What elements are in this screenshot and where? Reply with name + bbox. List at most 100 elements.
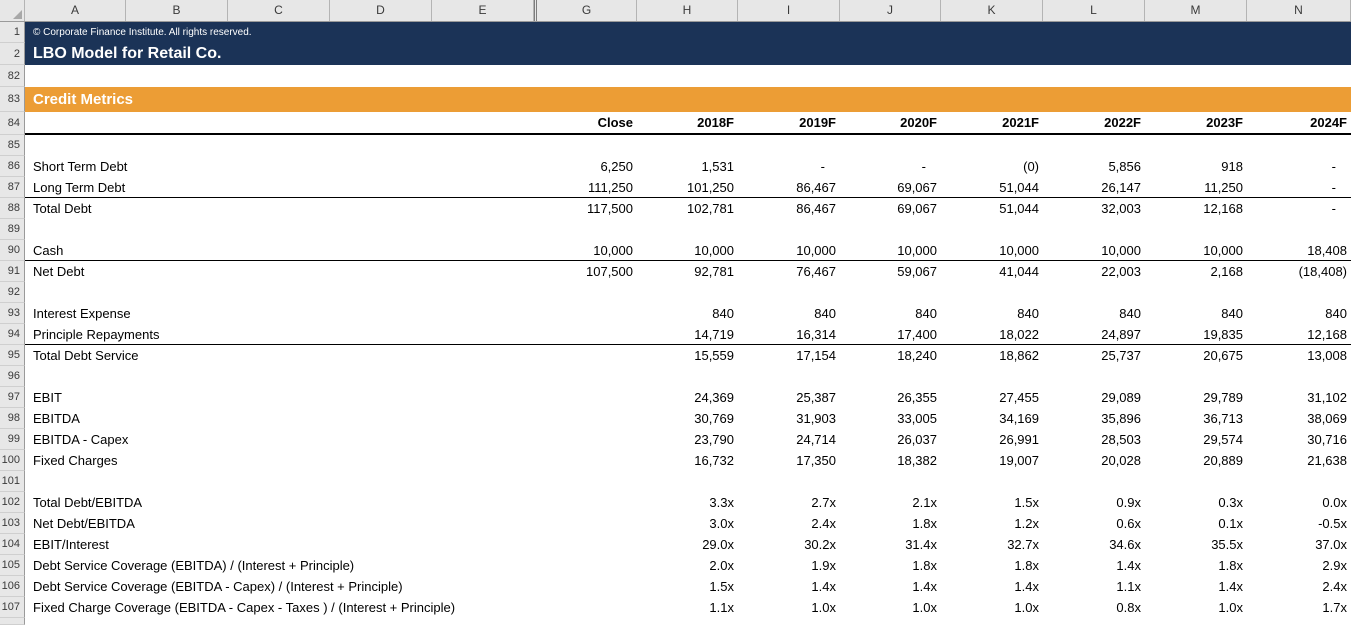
cell-L100[interactable]: 20,028	[1101, 453, 1141, 468]
row-header[interactable]: 95	[0, 345, 25, 366]
cell-G97[interactable]	[537, 387, 637, 408]
cell-J99[interactable]: 26,037	[897, 432, 937, 447]
row-header[interactable]: 2	[0, 43, 25, 65]
row-header[interactable]: 102	[0, 492, 25, 513]
cell-H104[interactable]: 29.0x	[702, 537, 734, 552]
row-cells[interactable]: EBIT/Interest 29.0x 30.2x 31.4x 32.7x 34.6x 35…	[25, 534, 1351, 555]
row-header[interactable]: 89	[0, 219, 25, 240]
cell-M95[interactable]: 20,675	[1203, 348, 1243, 363]
row-cells[interactable]	[25, 471, 1351, 492]
cell-H105[interactable]: 2.0x	[709, 558, 734, 573]
cell-K106[interactable]: 1.4x	[1014, 579, 1039, 594]
row-header[interactable]: 96	[0, 366, 25, 387]
cell-K87[interactable]: 51,044	[999, 179, 1039, 195]
cell-A106[interactable]: Debt Service Coverage (EBITDA - Capex) /…	[33, 579, 403, 594]
cell-A105[interactable]: Debt Service Coverage (EBITDA) / (Intere…	[33, 558, 355, 573]
row-header[interactable]: 106	[0, 576, 25, 597]
cell-A84[interactable]	[25, 112, 537, 133]
cell-L99[interactable]: 28,503	[1101, 432, 1141, 447]
cell-M97[interactable]: 29,789	[1203, 390, 1243, 405]
row-cells[interactable]: Credit Metrics	[25, 87, 1351, 112]
row-header[interactable]: 93	[0, 303, 25, 324]
cell-I93[interactable]: 840	[814, 306, 836, 321]
cell-I88[interactable]: 86,467	[796, 201, 836, 216]
row-cells[interactable]: Close 2018F 2019F 2020F 2021F 2022F 2023F 2024F	[25, 112, 1351, 135]
cell-G104[interactable]	[537, 534, 637, 555]
row-header[interactable]: 87	[0, 177, 25, 198]
cell-K103[interactable]: 1.2x	[1014, 516, 1039, 531]
row-header[interactable]: 100	[0, 450, 25, 471]
cell-K99[interactable]: 26,991	[999, 432, 1039, 447]
row-cells[interactable]	[25, 135, 1351, 156]
cell-A97[interactable]: EBIT	[33, 390, 62, 405]
column-header-A[interactable]: A	[25, 0, 126, 21]
cell-I100[interactable]: 17,350	[796, 453, 836, 468]
row-cells[interactable]: Net Debt/EBITDA 3.0x 2.4x 1.8x 1.2x 0.6x 0.1x -…	[25, 513, 1351, 534]
cell-A102[interactable]: Total Debt/EBITDA	[33, 495, 143, 510]
cell-M105[interactable]: 1.8x	[1218, 558, 1243, 573]
cell-L103[interactable]: 0.6x	[1116, 516, 1141, 531]
select-all-corner[interactable]	[0, 0, 25, 21]
row-header[interactable]: 1	[0, 22, 25, 43]
cell-G93[interactable]	[537, 303, 637, 324]
cell-N104[interactable]: 37.0x	[1315, 537, 1347, 552]
column-header-J[interactable]: J	[840, 0, 941, 21]
cell-J104[interactable]: 31.4x	[905, 537, 937, 552]
column-header-I[interactable]: I	[738, 0, 840, 21]
cell-N86[interactable]: -	[1331, 159, 1336, 174]
row-cells[interactable]: Net Debt 107,500 92,781 76,467 59,067 41,044 2…	[25, 261, 1351, 282]
row-header[interactable]: 101	[0, 471, 25, 492]
cell-G105[interactable]	[537, 555, 637, 576]
row-cells[interactable]	[25, 366, 1351, 387]
cell-G106[interactable]	[537, 576, 637, 597]
cell-G102[interactable]	[537, 492, 637, 513]
cell-K86[interactable]: (0)	[1023, 159, 1039, 174]
cell-I99[interactable]: 24,714	[796, 432, 836, 447]
cell-N102[interactable]: 0.0x	[1322, 495, 1347, 510]
cell-L90[interactable]: 10,000	[1101, 242, 1141, 258]
cell-G86[interactable]: 6,250	[600, 159, 633, 174]
cell-A95[interactable]: Total Debt Service	[33, 348, 139, 363]
cell-M86[interactable]: 918	[1221, 159, 1243, 174]
cell-I97[interactable]: 25,387	[796, 390, 836, 405]
cell-M94[interactable]: 19,835	[1203, 326, 1243, 342]
row-header[interactable]: 105	[0, 555, 25, 576]
cell-J107[interactable]: 1.0x	[912, 600, 937, 615]
cell-H97[interactable]: 24,369	[694, 390, 734, 405]
cell-N100[interactable]: 21,638	[1307, 453, 1347, 468]
cell-I102[interactable]: 2.7x	[811, 495, 836, 510]
cell-G107[interactable]	[537, 597, 637, 618]
cell-N93[interactable]: 840	[1325, 306, 1347, 321]
cell-K100[interactable]: 19,007	[999, 453, 1039, 468]
cell-M103[interactable]: 0.1x	[1218, 516, 1243, 531]
cell-A86[interactable]: Short Term Debt	[33, 159, 128, 174]
cell-L106[interactable]: 1.1x	[1116, 579, 1141, 594]
cell-H93[interactable]: 840	[712, 306, 734, 321]
cell-N90[interactable]: 18,408	[1307, 242, 1347, 258]
row-header[interactable]: 104	[0, 534, 25, 555]
cell-I104[interactable]: 30.2x	[804, 537, 836, 552]
hidden-column-f-divider[interactable]	[534, 0, 537, 21]
cell-J90[interactable]: 10,000	[897, 242, 937, 258]
row-cells[interactable]: EBITDA 30,769 31,903 33,005 34,169 35,896 36,7…	[25, 408, 1351, 429]
column-header-N[interactable]: N	[1247, 0, 1351, 21]
column-header-M[interactable]: M	[1145, 0, 1247, 21]
cell-I86[interactable]: -	[820, 159, 825, 174]
cell-H87[interactable]: 101,250	[687, 179, 734, 195]
cell-A104[interactable]: EBIT/Interest	[33, 537, 109, 552]
cell-M90[interactable]: 10,000	[1203, 242, 1243, 258]
cell-K94[interactable]: 18,022	[999, 326, 1039, 342]
cell-M88[interactable]: 12,168	[1203, 201, 1243, 216]
cell-N87[interactable]: -	[1331, 179, 1336, 195]
cell-L93[interactable]: 840	[1119, 306, 1141, 321]
cell-A107[interactable]: Fixed Charge Coverage (EBITDA - Capex - …	[33, 600, 456, 615]
cell-H100[interactable]: 16,732	[694, 453, 734, 468]
cell-J88[interactable]: 69,067	[897, 201, 937, 216]
row-cells[interactable]: Interest Expense 840 840 840 840 840 840 840	[25, 303, 1351, 324]
row-header[interactable]: 94	[0, 324, 25, 345]
cell-H91[interactable]: 92,781	[694, 264, 734, 279]
row-header[interactable]: 84	[0, 112, 25, 135]
column-header-H[interactable]: H	[637, 0, 738, 21]
cell-J103[interactable]: 1.8x	[912, 516, 937, 531]
row-cells[interactable]	[25, 219, 1351, 240]
